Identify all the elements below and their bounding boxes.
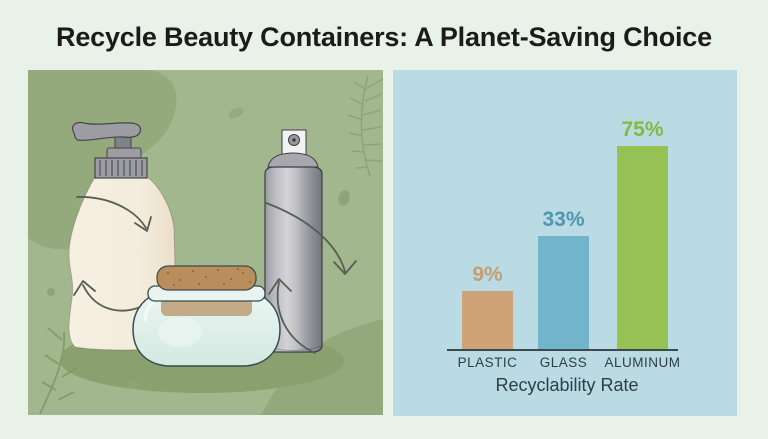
cork-speckles (167, 268, 251, 286)
bar-aluminum (617, 146, 668, 349)
bar-glass (538, 236, 589, 349)
bar-category-label: PLASTIC (457, 355, 518, 370)
fern-leaf-icon (347, 75, 383, 177)
chart-panel: 9% PLASTIC 33% GLASS 75% ALUMINUM Recyclabili… (393, 70, 737, 416)
leaf-dots (47, 107, 350, 389)
spray-can-icon (264, 129, 323, 353)
glass-jar-cork-lid-icon (132, 265, 281, 367)
beauty-containers-illustration (28, 70, 383, 415)
bar-value-label: 9% (472, 263, 503, 286)
illustration-panel (28, 70, 383, 415)
chart-caption: Recyclability Rate (495, 375, 639, 395)
bar-category-label: ALUMINUM (604, 355, 681, 370)
bar-category-label: GLASS (539, 355, 588, 370)
bar-value-label: 75% (621, 118, 664, 141)
x-axis-line (447, 349, 678, 351)
bar-value-label: 33% (542, 208, 585, 231)
page-title: Recycle Beauty Containers: A Planet-Savi… (56, 22, 712, 52)
bar-plastic (462, 291, 513, 349)
bars-layer: 9% PLASTIC 33% GLASS 75% ALUMINUM (393, 70, 737, 416)
